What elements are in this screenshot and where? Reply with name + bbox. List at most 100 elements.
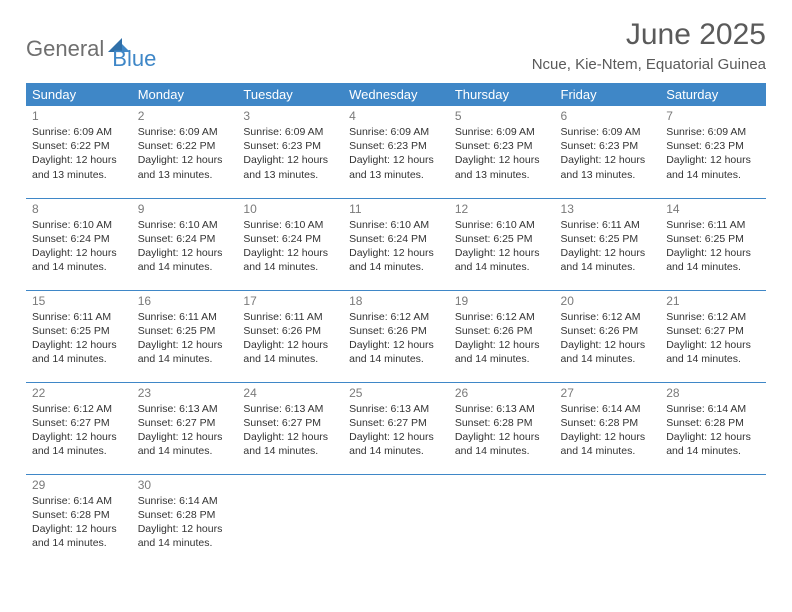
calendar-cell: 25 Sunrise: 6:13 AMSunset: 6:27 PMDayligh…: [343, 382, 449, 474]
calendar-cell: 26 Sunrise: 6:13 AMSunset: 6:28 PMDayligh…: [449, 382, 555, 474]
day-number: 13: [561, 202, 655, 216]
day-number: 23: [138, 386, 232, 400]
calendar-cell: [555, 474, 661, 566]
day-detail: Sunrise: 6:12 AMSunset: 6:27 PMDaylight:…: [666, 310, 760, 367]
day-detail: Sunrise: 6:12 AMSunset: 6:26 PMDaylight:…: [455, 310, 549, 367]
logo: General Blue: [26, 26, 156, 72]
calendar-cell: [660, 474, 766, 566]
calendar-cell: 28 Sunrise: 6:14 AMSunset: 6:28 PMDayligh…: [660, 382, 766, 474]
day-detail: Sunrise: 6:10 AMSunset: 6:24 PMDaylight:…: [32, 218, 126, 275]
day-detail: Sunrise: 6:10 AMSunset: 6:24 PMDaylight:…: [349, 218, 443, 275]
day-number: 25: [349, 386, 443, 400]
calendar-cell: 5 Sunrise: 6:09 AMSunset: 6:23 PMDaylight…: [449, 106, 555, 198]
day-detail: Sunrise: 6:09 AMSunset: 6:22 PMDaylight:…: [32, 125, 126, 182]
day-number: 7: [666, 109, 760, 123]
calendar-cell: 19Sunrise: 6:12 AMSunset: 6:26 PMDayligh…: [449, 290, 555, 382]
calendar-cell: 10 Sunrise: 6:10 AMSunset: 6:24 PMDayligh…: [237, 198, 343, 290]
day-number: 27: [561, 386, 655, 400]
calendar-cell: 8 Sunrise: 6:10 AMSunset: 6:24 PMDaylight…: [26, 198, 132, 290]
day-detail: Sunrise: 6:09 AMSunset: 6:23 PMDaylight:…: [243, 125, 337, 182]
day-detail: Sunrise: 6:11 AMSunset: 6:25 PMDaylight:…: [32, 310, 126, 367]
logo-word2: Blue: [112, 46, 156, 72]
day-detail: Sunrise: 6:11 AMSunset: 6:25 PMDaylight:…: [138, 310, 232, 367]
day-number: 22: [32, 386, 126, 400]
day-number: 2: [138, 109, 232, 123]
logo-word1: General: [26, 36, 104, 62]
calendar-cell: 30 Sunrise: 6:14 AMSunset: 6:28 PMDayligh…: [132, 474, 238, 566]
day-detail: Sunrise: 6:11 AMSunset: 6:26 PMDaylight:…: [243, 310, 337, 367]
day-detail: Sunrise: 6:10 AMSunset: 6:25 PMDaylight:…: [455, 218, 549, 275]
calendar-cell: [449, 474, 555, 566]
day-detail: Sunrise: 6:09 AMSunset: 6:23 PMDaylight:…: [561, 125, 655, 182]
day-number: 6: [561, 109, 655, 123]
weekday-header: Monday: [132, 83, 238, 106]
day-detail: Sunrise: 6:11 AMSunset: 6:25 PMDaylight:…: [561, 218, 655, 275]
calendar-cell: [237, 474, 343, 566]
day-detail: Sunrise: 6:09 AMSunset: 6:23 PMDaylight:…: [455, 125, 549, 182]
day-number: 16: [138, 294, 232, 308]
calendar-cell: [343, 474, 449, 566]
day-number: 8: [32, 202, 126, 216]
day-detail: Sunrise: 6:10 AMSunset: 6:24 PMDaylight:…: [138, 218, 232, 275]
day-number: 12: [455, 202, 549, 216]
day-number: 26: [455, 386, 549, 400]
day-detail: Sunrise: 6:13 AMSunset: 6:28 PMDaylight:…: [455, 402, 549, 459]
weekday-header: Thursday: [449, 83, 555, 106]
day-number: 18: [349, 294, 443, 308]
calendar-cell: 2 Sunrise: 6:09 AMSunset: 6:22 PMDaylight…: [132, 106, 238, 198]
day-detail: Sunrise: 6:14 AMSunset: 6:28 PMDaylight:…: [666, 402, 760, 459]
weekday-header: Friday: [555, 83, 661, 106]
calendar-cell: 15 Sunrise: 6:11 AMSunset: 6:25 PMDayligh…: [26, 290, 132, 382]
page-title: June 2025: [532, 18, 766, 52]
calendar-cell: 4 Sunrise: 6:09 AMSunset: 6:23 PMDaylight…: [343, 106, 449, 198]
calendar-table: SundayMondayTuesdayWednesdayThursdayFrid…: [26, 83, 766, 566]
day-number: 24: [243, 386, 337, 400]
day-number: 30: [138, 478, 232, 492]
weekday-header: Wednesday: [343, 83, 449, 106]
weekday-header: Saturday: [660, 83, 766, 106]
calendar-cell: 22 Sunrise: 6:12 AMSunset: 6:27 PMDayligh…: [26, 382, 132, 474]
day-detail: Sunrise: 6:13 AMSunset: 6:27 PMDaylight:…: [138, 402, 232, 459]
day-number: 4: [349, 109, 443, 123]
day-detail: Sunrise: 6:10 AMSunset: 6:24 PMDaylight:…: [243, 218, 337, 275]
calendar-cell: 12 Sunrise: 6:10 AMSunset: 6:25 PMDayligh…: [449, 198, 555, 290]
calendar-cell: 17 Sunrise: 6:11 AMSunset: 6:26 PMDayligh…: [237, 290, 343, 382]
calendar-cell: 27 Sunrise: 6:14 AMSunset: 6:28 PMDayligh…: [555, 382, 661, 474]
day-detail: Sunrise: 6:14 AMSunset: 6:28 PMDaylight:…: [561, 402, 655, 459]
weekday-header: Tuesday: [237, 83, 343, 106]
calendar-cell: 24Sunrise: 6:13 AMSunset: 6:27 PMDayligh…: [237, 382, 343, 474]
day-number: 28: [666, 386, 760, 400]
day-detail: Sunrise: 6:09 AMSunset: 6:23 PMDaylight:…: [349, 125, 443, 182]
day-number: 3: [243, 109, 337, 123]
day-number: 29: [32, 478, 126, 492]
calendar-cell: 6 Sunrise: 6:09 AMSunset: 6:23 PMDaylight…: [555, 106, 661, 198]
day-detail: Sunrise: 6:11 AMSunset: 6:25 PMDaylight:…: [666, 218, 760, 275]
day-number: 17: [243, 294, 337, 308]
weekday-header: Sunday: [26, 83, 132, 106]
day-detail: Sunrise: 6:12 AMSunset: 6:27 PMDaylight:…: [32, 402, 126, 459]
calendar-cell: 9Sunrise: 6:10 AMSunset: 6:24 PMDaylight…: [132, 198, 238, 290]
day-number: 14: [666, 202, 760, 216]
day-number: 5: [455, 109, 549, 123]
day-detail: Sunrise: 6:09 AMSunset: 6:22 PMDaylight:…: [138, 125, 232, 182]
day-number: 20: [561, 294, 655, 308]
day-detail: Sunrise: 6:12 AMSunset: 6:26 PMDaylight:…: [349, 310, 443, 367]
calendar-cell: 13 Sunrise: 6:11 AMSunset: 6:25 PMDayligh…: [555, 198, 661, 290]
day-detail: Sunrise: 6:14 AMSunset: 6:28 PMDaylight:…: [138, 494, 232, 551]
day-number: 10: [243, 202, 337, 216]
day-number: 15: [32, 294, 126, 308]
calendar-cell: 18 Sunrise: 6:12 AMSunset: 6:26 PMDayligh…: [343, 290, 449, 382]
location-text: Ncue, Kie-Ntem, Equatorial Guinea: [532, 56, 766, 73]
day-number: 21: [666, 294, 760, 308]
calendar-cell: 14 Sunrise: 6:11 AMSunset: 6:25 PMDayligh…: [660, 198, 766, 290]
day-detail: Sunrise: 6:12 AMSunset: 6:26 PMDaylight:…: [561, 310, 655, 367]
calendar-cell: 16 Sunrise: 6:11 AMSunset: 6:25 PMDayligh…: [132, 290, 238, 382]
day-detail: Sunrise: 6:09 AMSunset: 6:23 PMDaylight:…: [666, 125, 760, 182]
day-detail: Sunrise: 6:13 AMSunset: 6:27 PMDaylight:…: [349, 402, 443, 459]
calendar-cell: 1Sunrise: 6:09 AMSunset: 6:22 PMDaylight…: [26, 106, 132, 198]
calendar-cell: 7 Sunrise: 6:09 AMSunset: 6:23 PMDaylight…: [660, 106, 766, 198]
calendar-cell: 29Sunrise: 6:14 AMSunset: 6:28 PMDayligh…: [26, 474, 132, 566]
day-number: 11: [349, 202, 443, 216]
calendar-cell: 11 Sunrise: 6:10 AMSunset: 6:24 PMDayligh…: [343, 198, 449, 290]
calendar-cell: 3 Sunrise: 6:09 AMSunset: 6:23 PMDaylight…: [237, 106, 343, 198]
